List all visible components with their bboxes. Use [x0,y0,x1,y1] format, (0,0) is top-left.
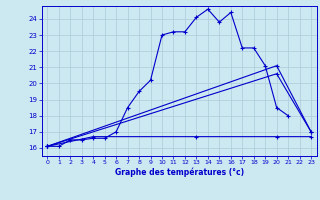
X-axis label: Graphe des températures (°c): Graphe des températures (°c) [115,168,244,177]
